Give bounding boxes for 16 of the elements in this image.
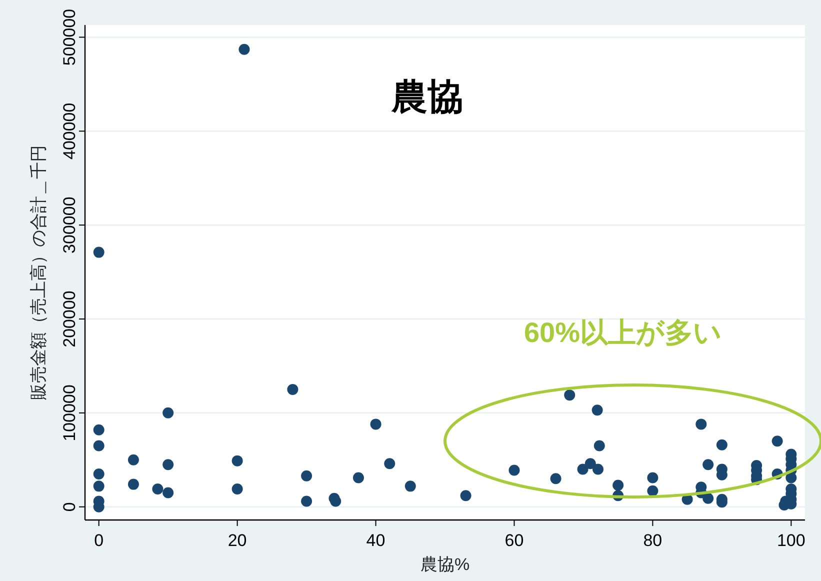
annotation: 60%以上が多い bbox=[524, 317, 722, 348]
y-tick-label: 400000 bbox=[60, 102, 79, 160]
x-tick-label: 40 bbox=[366, 531, 386, 550]
x-tick-label: 100 bbox=[776, 531, 806, 550]
x-tick-label: 60 bbox=[504, 531, 524, 550]
x-tick-label: 80 bbox=[643, 531, 662, 550]
x-tick-label: 0 bbox=[94, 531, 104, 550]
text: 農協 bbox=[390, 76, 464, 117]
y-axis-title: 販売金額（売上高）の合計＿千円 bbox=[29, 145, 48, 400]
y-tick-label: 100000 bbox=[60, 384, 79, 442]
y-tick-label: 0 bbox=[60, 502, 79, 512]
y-tick-label: 200000 bbox=[60, 290, 79, 348]
x-axis-title: 農協% bbox=[420, 555, 470, 574]
y-tick-label: 500000 bbox=[60, 8, 79, 66]
y-tick-label: 300000 bbox=[60, 196, 79, 254]
x-tick-label: 20 bbox=[228, 531, 247, 550]
